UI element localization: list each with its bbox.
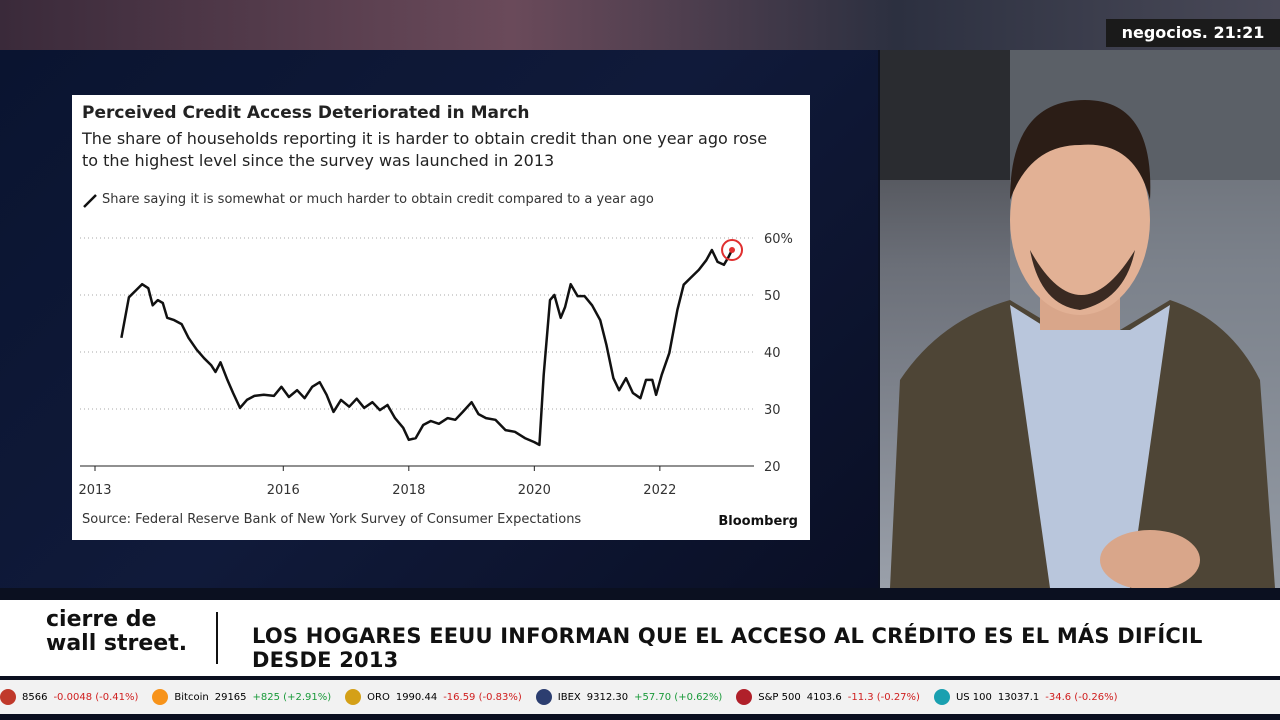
clock: 21:21 — [1213, 23, 1265, 42]
ticker-value: 1990.44 — [395, 691, 438, 703]
face — [1010, 125, 1150, 315]
beard — [1030, 250, 1135, 310]
ticker-change: +57.70 (+0.62%) — [634, 691, 723, 703]
presenter-illustration — [880, 50, 1280, 588]
x-tick-label: 2016 — [267, 483, 300, 498]
x-tick-label: 2022 — [643, 483, 676, 498]
ticker-change: +825 (+2.91%) — [252, 691, 332, 703]
ticker-name: S&P 500 — [758, 691, 801, 703]
ticker-value: 29165 — [214, 691, 247, 703]
hair — [1010, 100, 1151, 200]
chart: 60% 50 40 30 20 2013 2016 2018 2020 2022 — [78, 194, 793, 498]
ticker-value: 9312.30 — [586, 691, 629, 703]
chart-brand: Bloomberg — [718, 514, 798, 529]
ticker-item: ORO 1990.44 -16.59 (-0.83%) — [345, 689, 522, 705]
y-tick-label: 20 — [764, 460, 781, 475]
shirt — [1010, 305, 1170, 588]
show-line: cierre de — [46, 607, 157, 632]
divider — [216, 612, 218, 664]
ticker-item: S&P 500 4103.6 -11.3 (-0.27%) — [736, 689, 920, 705]
ticker-icon — [152, 689, 169, 705]
ticker-item: Bitcoin 29165 +825 (+2.91%) — [152, 689, 331, 705]
ticker-name: ORO — [367, 691, 390, 703]
chart-subtitle: The share of households reporting it is … — [82, 129, 768, 170]
ticker-item: 8566 -0.0048 (-0.41%) — [0, 689, 138, 705]
show-name: cierre de wall street. — [46, 608, 187, 656]
chart-card: 60% 50 40 30 20 2013 2016 2018 2020 2022 Perceive… — [72, 95, 810, 540]
ticker-name: Bitcoin — [174, 691, 209, 703]
ticker-change: -0.0048 (-0.41%) — [53, 691, 139, 703]
ticker-icon — [345, 689, 362, 705]
channel-logo: negocios. — [1121, 23, 1208, 42]
show-line: wall street. — [46, 631, 188, 656]
y-tick-label: 30 — [764, 403, 781, 418]
headline: LOS HOGARES EEUU INFORMAN QUE EL ACCESO … — [252, 624, 1203, 672]
channel-clock: negocios. 21:21 — [1106, 19, 1280, 47]
ticker-change: -16.59 (-0.83%) — [443, 691, 522, 703]
ticker-change: -34.6 (-0.26%) — [1045, 691, 1118, 703]
x-tick-label: 2013 — [78, 483, 111, 498]
x-tick-label: 2018 — [392, 483, 425, 498]
legend-swatch — [83, 194, 97, 208]
ticker-change: -11.3 (-0.27%) — [847, 691, 920, 703]
ticker-item: US 100 13037.1 -34.6 (-0.26%) — [933, 689, 1118, 705]
lower-third: cierre de wall street. LOS HOGARES EEUU I… — [0, 600, 1280, 676]
ticker-name: IBEX — [557, 691, 581, 703]
y-tick-label: 50 — [764, 289, 781, 304]
market-ticker: 8566 -0.0048 (-0.41%) Bitcoin 29165 +825 (+2… — [0, 680, 1280, 714]
highlight-circle — [721, 238, 744, 261]
chart-source: Source: Federal Reserve Bank of New York… — [82, 512, 582, 527]
ticker-value: 8566 — [22, 691, 48, 703]
data-line — [120, 248, 734, 447]
chart-title: Perceived Credit Access Deteriorated in … — [82, 103, 530, 123]
y-tick-label: 60% — [764, 232, 793, 247]
ticker-name: US 100 — [955, 691, 992, 703]
highlight-dot — [729, 246, 736, 253]
ticker-value: 4103.6 — [806, 691, 842, 703]
background-top — [0, 0, 1280, 50]
x-tick-label: 2020 — [518, 483, 551, 498]
y-tick-label: 40 — [764, 346, 781, 361]
hand — [1100, 530, 1200, 588]
ticker-icon — [0, 689, 16, 705]
presenter-video — [880, 50, 1280, 588]
ticker-icon — [933, 689, 950, 705]
ticker-value: 13037.1 — [997, 691, 1040, 703]
legend-label: Share saying it is somewhat or much hard… — [102, 192, 654, 207]
ticker-icon — [736, 689, 753, 705]
ticker-item: IBEX 9312.30 +57.70 (+0.62%) — [535, 689, 723, 705]
ticker-icon — [535, 689, 552, 705]
